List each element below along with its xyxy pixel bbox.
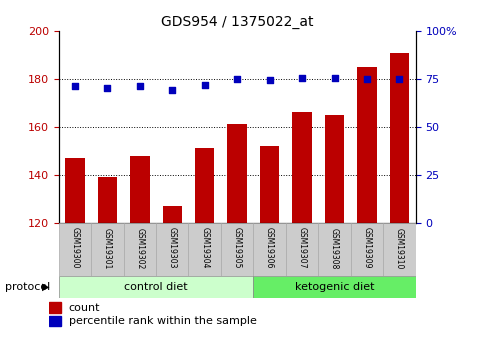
Text: GSM19309: GSM19309 (362, 227, 371, 269)
Bar (389, 52, 408, 223)
Bar (123, 223, 156, 276)
Point (395, 76, 403, 82)
Point (233, 76, 241, 82)
Bar (130, 156, 149, 223)
Point (362, 76, 370, 82)
Text: GSM19306: GSM19306 (264, 227, 274, 269)
Point (168, 88, 176, 93)
Text: protocol: protocol (5, 282, 50, 292)
Point (201, 82, 208, 87)
Bar (357, 67, 376, 223)
Text: GSM19307: GSM19307 (297, 227, 306, 269)
Bar (221, 223, 253, 276)
Text: ketogenic diet: ketogenic diet (294, 282, 373, 292)
Text: GSM19305: GSM19305 (232, 227, 241, 269)
Bar (195, 148, 214, 223)
Bar (292, 112, 311, 223)
Bar (324, 115, 344, 223)
Bar (253, 276, 415, 298)
Bar (59, 223, 91, 276)
Point (330, 75, 338, 81)
Bar (98, 177, 117, 223)
Bar (383, 223, 415, 276)
Text: GSM19308: GSM19308 (329, 227, 338, 269)
Bar (59, 276, 253, 298)
Text: ▶: ▶ (41, 282, 49, 292)
Bar (350, 223, 383, 276)
Bar (49, 315, 61, 326)
Text: GSM19301: GSM19301 (102, 227, 112, 269)
Bar (156, 223, 188, 276)
Text: control diet: control diet (124, 282, 187, 292)
Bar (91, 223, 123, 276)
Text: count: count (68, 303, 100, 313)
Text: percentile rank within the sample: percentile rank within the sample (68, 316, 256, 326)
Text: GSM19300: GSM19300 (70, 227, 79, 269)
Point (265, 77, 273, 83)
Bar (318, 223, 350, 276)
Text: GSM19303: GSM19303 (167, 227, 176, 269)
Bar (162, 206, 182, 223)
Bar (259, 146, 279, 223)
Bar (253, 223, 285, 276)
Point (298, 75, 305, 81)
Bar (188, 223, 221, 276)
Point (136, 83, 143, 88)
Bar (49, 302, 61, 313)
Text: GSM19302: GSM19302 (135, 227, 144, 269)
Bar (285, 223, 318, 276)
Point (103, 85, 111, 90)
Text: GSM19304: GSM19304 (200, 227, 209, 269)
Point (71, 83, 79, 88)
Bar (227, 125, 246, 223)
Text: GSM19310: GSM19310 (394, 227, 403, 269)
Title: GDS954 / 1375022_at: GDS954 / 1375022_at (161, 14, 313, 29)
Bar (65, 158, 84, 223)
